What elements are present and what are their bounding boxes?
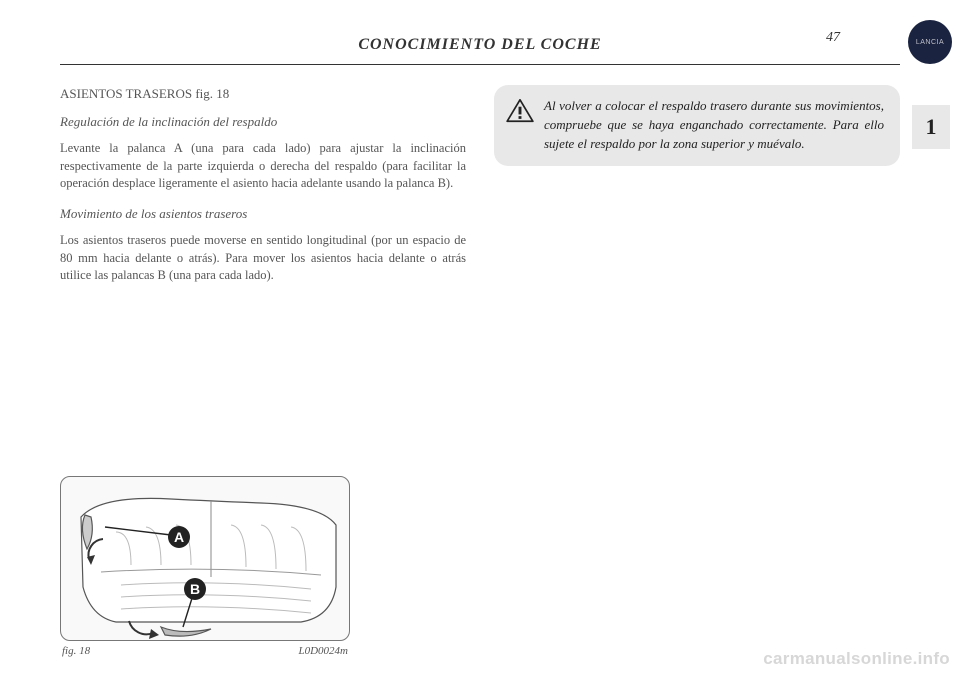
paragraph-2: Los asientos traseros puede moverse en s… bbox=[60, 232, 466, 285]
seat-diagram: A B bbox=[61, 477, 350, 641]
chapter-tab: 1 bbox=[912, 105, 950, 149]
figure-label-a: A bbox=[174, 529, 184, 545]
right-column: 1 Al volver a colocar el respaldo traser… bbox=[494, 85, 900, 297]
figure-label-b: B bbox=[190, 581, 200, 597]
brand-logo: LANCIA bbox=[908, 20, 952, 64]
subheading-1: Regulación de la inclinación del respald… bbox=[60, 113, 466, 131]
brand-logo-text: LANCIA bbox=[916, 39, 944, 46]
header-rule bbox=[60, 64, 900, 65]
header-title: CONOCIMIENTO DEL COCHE bbox=[358, 36, 601, 54]
left-column: ASIENTOS TRASEROS fig. 18 Regulación de … bbox=[60, 85, 466, 297]
watermark: carmanualsonline.info bbox=[763, 649, 950, 669]
figure-code: L0D0024m bbox=[298, 645, 348, 657]
content-columns: ASIENTOS TRASEROS fig. 18 Regulación de … bbox=[60, 85, 900, 297]
warning-callout: Al volver a colocar el respaldo trasero … bbox=[494, 85, 900, 166]
figure-18: A B fig. 18 L0D0024m bbox=[60, 476, 350, 657]
section-heading: ASIENTOS TRASEROS fig. 18 bbox=[60, 85, 466, 103]
page-header: CONOCIMIENTO DEL COCHE 47 bbox=[60, 30, 900, 60]
figure-image: A B bbox=[60, 476, 350, 641]
subheading-2: Movimiento de los asientos traseros bbox=[60, 205, 466, 223]
manual-page: CONOCIMIENTO DEL COCHE 47 LANCIA ASIENTO… bbox=[0, 0, 960, 677]
warning-text: Al volver a colocar el respaldo trasero … bbox=[544, 97, 884, 154]
page-number: 47 bbox=[826, 30, 840, 46]
warning-icon bbox=[506, 99, 534, 123]
paragraph-1: Levante la palanca A (una para cada lado… bbox=[60, 140, 466, 193]
figure-label: fig. 18 bbox=[62, 645, 90, 657]
figure-caption: fig. 18 L0D0024m bbox=[60, 645, 350, 657]
